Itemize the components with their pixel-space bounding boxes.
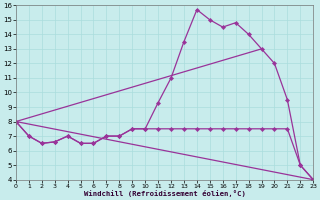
X-axis label: Windchill (Refroidissement éolien,°C): Windchill (Refroidissement éolien,°C) [84, 190, 245, 197]
